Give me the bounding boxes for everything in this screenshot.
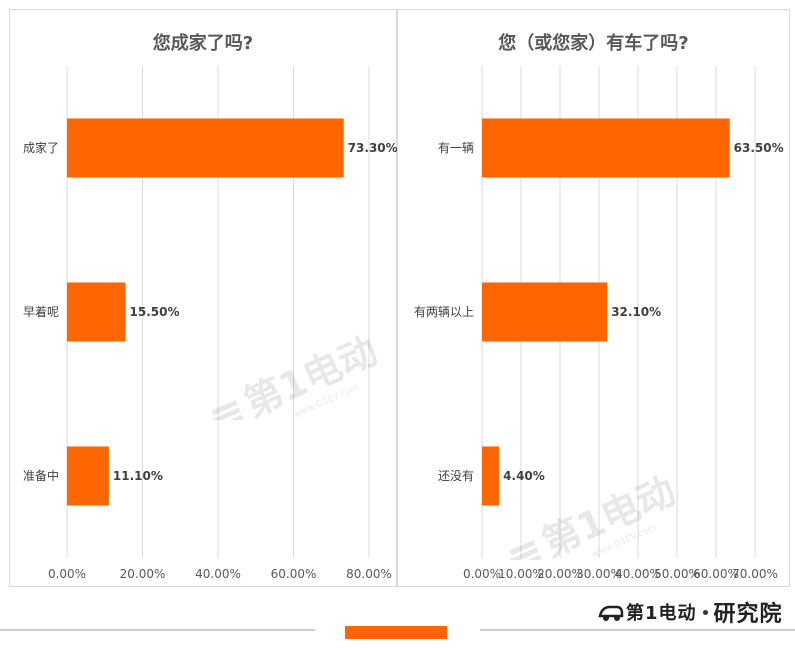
chart-left-svg: 0.00% 20.00% 40.00% 60.00% 80.00% 成家了 73.30% 早着… xyxy=(23,66,398,581)
x-tick-label: 70.00% xyxy=(732,567,778,581)
x-tick-label: 0.00% xyxy=(463,567,501,581)
bar xyxy=(67,118,344,178)
data-label: 32.10% xyxy=(611,305,661,319)
category-label: 准备中 xyxy=(23,468,59,483)
x-tick-label: 0.00% xyxy=(48,567,86,581)
x-tick-label: 40.00% xyxy=(195,567,241,581)
x-tick-label: 40.00% xyxy=(615,567,661,581)
data-label: 63.50% xyxy=(734,141,784,155)
car-logo-icon xyxy=(598,605,624,621)
chart-title: 您成家了吗? xyxy=(152,33,254,54)
chart-panel-left: 您成家了吗? 0.00% 20.00% 40.00% 60.00% 80.00% 成家了 7… xyxy=(9,9,398,587)
x-tick-label: 80.00% xyxy=(346,567,392,581)
data-label: 73.30% xyxy=(348,141,398,155)
bar xyxy=(67,282,126,342)
x-tick-label: 60.00% xyxy=(271,567,317,581)
x-tick-label: 50.00% xyxy=(654,567,700,581)
x-tick-label: 20.00% xyxy=(120,567,166,581)
brand-separator-dot xyxy=(702,609,708,615)
chart-title: 您（或您家）有车了吗? xyxy=(498,33,689,54)
data-label: 15.50% xyxy=(130,305,180,319)
footer-divider-right xyxy=(480,629,795,631)
category-label: 有一辆 xyxy=(438,141,474,155)
brand-logo-text: 第1电动 xyxy=(626,603,697,624)
category-label: 还没有 xyxy=(438,468,474,483)
bar xyxy=(67,446,109,506)
footer-divider-left xyxy=(0,629,315,631)
x-tick-label: 30.00% xyxy=(576,567,622,581)
category-label: 成家了 xyxy=(23,140,59,155)
chart-right-svg: 0.00%10.00%20.00%30.00%40.00%50.00%60.00… xyxy=(414,66,784,581)
data-label: 11.10% xyxy=(113,469,163,483)
x-tick-label: 60.00% xyxy=(693,567,739,581)
category-label: 有两辆以上 xyxy=(414,305,474,319)
category-label: 早着呢 xyxy=(23,304,59,319)
brand-suffix: 研究院 xyxy=(713,602,783,627)
x-tick-label: 20.00% xyxy=(537,567,583,581)
data-label: 4.40% xyxy=(503,469,545,483)
bar xyxy=(482,118,730,178)
bar xyxy=(482,446,500,506)
footer-accent-bar xyxy=(345,626,447,639)
brand-logo: 第1电动 研究院 xyxy=(598,594,783,630)
chart-panel-right: 您（或您家）有车了吗? 0.00% 10.00% 20.00% 30.00% 40.00… xyxy=(397,9,790,587)
x-tick-label: 10.00% xyxy=(498,567,544,581)
bar xyxy=(482,282,608,342)
